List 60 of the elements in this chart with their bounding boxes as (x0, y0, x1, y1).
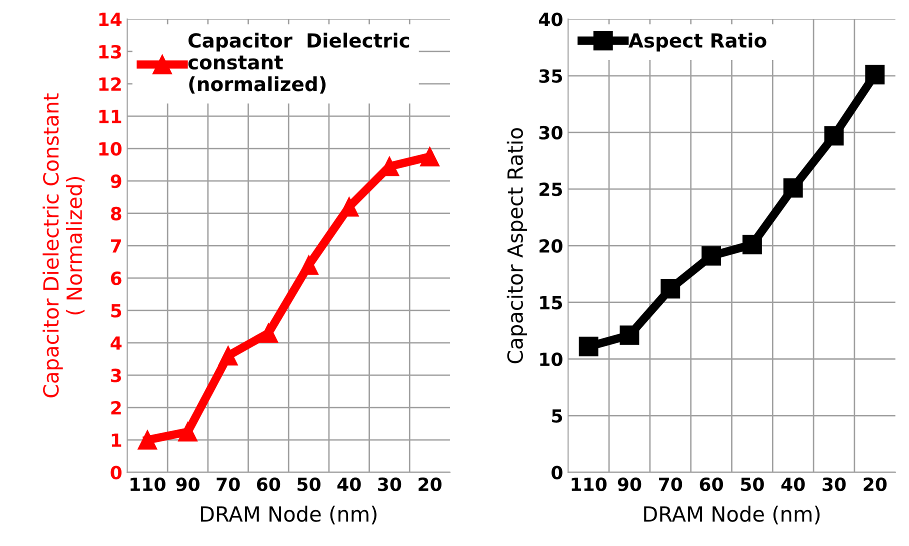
x-tick-label: 110 (130, 477, 166, 492)
x-tick-label: 30 (822, 477, 846, 492)
x-tick-label: 110 (572, 477, 607, 492)
point (420, 146, 440, 166)
x-tick-label: 60 (256, 477, 280, 492)
point (865, 64, 885, 84)
y-tick-label: 12 (99, 77, 121, 91)
y-tick-label: 35 (539, 69, 562, 83)
y-tick-label: 14 (99, 12, 122, 26)
y-tick-label: 6 (110, 272, 122, 286)
point (620, 325, 640, 345)
y-tick-label: 40 (538, 12, 562, 26)
x-tick-label: 20 (864, 477, 887, 492)
y-tick-label: 11 (99, 110, 122, 124)
y-tick-label: 3 (111, 368, 121, 382)
y-tick-label: 9 (110, 174, 122, 188)
x-tick-label: 50 (741, 477, 764, 492)
y-tick-label: 4 (110, 336, 122, 350)
x-tick-label: 90 (176, 477, 200, 492)
y-tick-label: 7 (111, 239, 121, 253)
point (578, 336, 598, 356)
y-tick-label: 20 (540, 239, 562, 253)
point (742, 234, 762, 254)
point (824, 126, 844, 146)
y-axis-title: Capacitor Dielectric Constant ( Normalized) (42, 93, 85, 398)
y-tick-label: 2 (111, 401, 121, 414)
point (660, 279, 680, 298)
point (258, 323, 278, 343)
x-tick-label: 90 (618, 477, 642, 492)
legend-label: Capacitor Dielectric constant (normalized) (188, 32, 410, 94)
x-tick-label: 70 (659, 477, 682, 492)
y-tick-label: 25 (540, 182, 562, 196)
x-tick-label: 20 (418, 477, 442, 492)
y-tick-label: 5 (111, 304, 122, 318)
point (702, 246, 722, 266)
y-tick-label: 0 (552, 466, 562, 480)
point (783, 178, 803, 198)
y-tick-label: 13 (99, 44, 121, 59)
y-axis-title: Capacitor Aspect Ratio (506, 128, 528, 364)
y-tick-label: 15 (540, 296, 562, 310)
x-tick-label: 40 (781, 477, 805, 492)
y-tick-label: 1 (112, 434, 122, 447)
x-tick-label: 40 (337, 477, 361, 492)
x-tick-label: 30 (378, 477, 402, 492)
legend-label: Aspect Ratio (628, 32, 766, 52)
x-tick-label: 70 (216, 477, 240, 492)
y-tick-label: 10 (540, 352, 562, 366)
x-tick-label: 50 (298, 477, 320, 492)
y-tick-label: 10 (99, 142, 122, 156)
x-axis-title: DRAM Node (nm) (644, 506, 820, 524)
y-tick-label: 30 (539, 126, 562, 140)
y-tick-label: 0 (110, 466, 122, 480)
y-tick-label: 8 (110, 206, 122, 220)
point (178, 422, 198, 442)
point (138, 430, 158, 450)
point (218, 346, 238, 366)
x-axis-title: DRAM Node (nm) (201, 506, 376, 524)
y-tick-label: 5 (552, 409, 562, 423)
x-tick-label: 60 (700, 477, 723, 492)
point (299, 255, 318, 275)
